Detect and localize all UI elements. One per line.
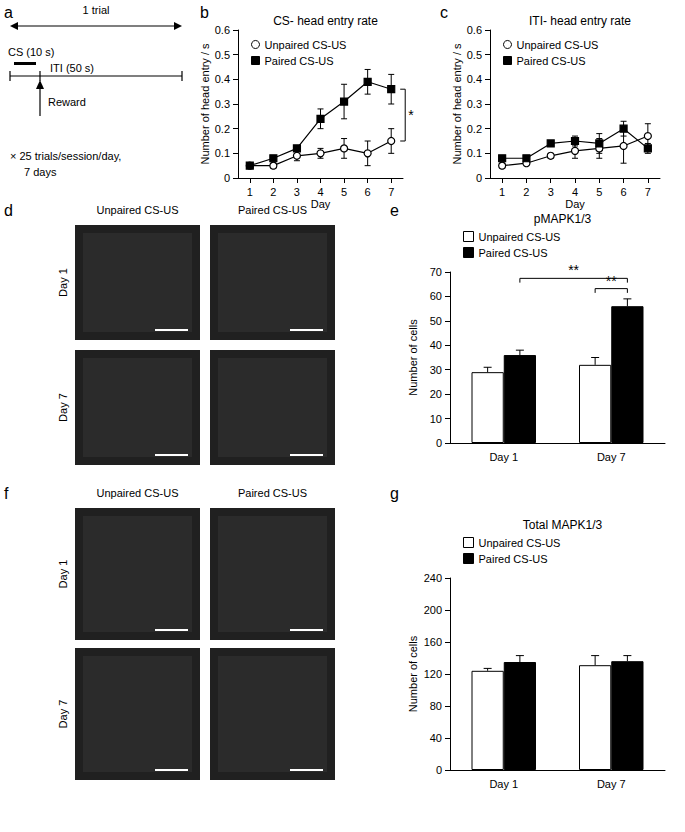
svg-text:Unpaired CS-US: Unpaired CS-US — [479, 231, 561, 243]
svg-text:Day 7: Day 7 — [57, 393, 69, 422]
svg-text:Paired CS-US: Paired CS-US — [479, 247, 548, 259]
svg-text:240: 240 — [424, 572, 442, 584]
svg-text:6: 6 — [621, 186, 627, 198]
svg-text:60: 60 — [430, 290, 442, 302]
svg-text:0.6: 0.6 — [215, 24, 230, 36]
svg-text:Day 7: Day 7 — [597, 451, 626, 463]
svg-text:a: a — [4, 4, 13, 21]
svg-text:3: 3 — [294, 186, 300, 198]
svg-text:40: 40 — [430, 339, 442, 351]
svg-text:0: 0 — [436, 437, 442, 449]
svg-text:0.5: 0.5 — [467, 49, 482, 61]
svg-text:× 25 trials/session/day,: × 25 trials/session/day, — [10, 150, 121, 162]
svg-text:0.3: 0.3 — [215, 98, 230, 110]
svg-text:0.3: 0.3 — [467, 98, 482, 110]
svg-text:200: 200 — [424, 604, 442, 616]
svg-text:2: 2 — [270, 186, 276, 198]
svg-text:50: 50 — [430, 315, 442, 327]
svg-text:Number of cells: Number of cells — [407, 319, 419, 396]
svg-text:Paired CS-US: Paired CS-US — [238, 204, 307, 216]
svg-text:ITI- head entry rate: ITI- head entry rate — [529, 14, 631, 28]
svg-text:Number of head entry / s: Number of head entry / s — [199, 43, 211, 165]
svg-text:0.1: 0.1 — [467, 147, 482, 159]
svg-text:0.1: 0.1 — [215, 147, 230, 159]
svg-text:Day 7: Day 7 — [57, 700, 69, 729]
svg-text:0.2: 0.2 — [467, 123, 482, 135]
svg-text:7: 7 — [388, 186, 394, 198]
svg-text:**: ** — [606, 273, 617, 289]
svg-text:Unpaired CS-US: Unpaired CS-US — [97, 487, 179, 499]
svg-text:20: 20 — [430, 388, 442, 400]
svg-text:Unpaired CS-US: Unpaired CS-US — [517, 39, 599, 51]
svg-text:Unpaired CS-US: Unpaired CS-US — [97, 204, 179, 216]
svg-text:3: 3 — [548, 186, 554, 198]
svg-text:6: 6 — [365, 186, 371, 198]
svg-text:f: f — [4, 485, 9, 502]
svg-text:Day 1: Day 1 — [489, 451, 518, 463]
svg-text:5: 5 — [341, 186, 347, 198]
svg-text:0.6: 0.6 — [467, 24, 482, 36]
svg-text:1: 1 — [247, 186, 253, 198]
svg-text:0.4: 0.4 — [467, 73, 482, 85]
svg-text:Day: Day — [565, 198, 585, 210]
svg-text:120: 120 — [424, 668, 442, 680]
svg-text:Paired CS-US: Paired CS-US — [479, 553, 548, 565]
svg-text:0.4: 0.4 — [215, 73, 230, 85]
svg-text:4: 4 — [572, 186, 578, 198]
svg-text:1: 1 — [499, 186, 505, 198]
svg-text:*: * — [408, 107, 414, 123]
svg-text:b: b — [200, 4, 209, 21]
svg-text:0: 0 — [436, 764, 442, 776]
svg-text:**: ** — [568, 262, 579, 278]
svg-text:0.2: 0.2 — [215, 123, 230, 135]
svg-text:80: 80 — [430, 700, 442, 712]
svg-text:0.5: 0.5 — [215, 49, 230, 61]
svg-text:d: d — [4, 202, 13, 219]
svg-text:e: e — [390, 202, 399, 219]
svg-text:5: 5 — [596, 186, 602, 198]
svg-text:2: 2 — [523, 186, 529, 198]
svg-text:Paired CS-US: Paired CS-US — [265, 55, 334, 67]
svg-text:ITI (50 s): ITI (50 s) — [50, 62, 94, 74]
svg-text:0: 0 — [476, 172, 482, 184]
svg-text:Paired CS-US: Paired CS-US — [517, 55, 586, 67]
svg-text:g: g — [390, 485, 399, 502]
svg-text:70: 70 — [430, 266, 442, 278]
svg-text:1 trial: 1 trial — [83, 4, 110, 16]
svg-text:CS- head entry rate: CS- head entry rate — [273, 14, 378, 28]
svg-text:Day 1: Day 1 — [57, 268, 69, 297]
svg-text:160: 160 — [424, 636, 442, 648]
svg-text:Reward: Reward — [48, 96, 86, 108]
svg-text:7: 7 — [645, 186, 651, 198]
svg-text:Number of head entry / s: Number of head entry / s — [451, 43, 463, 165]
svg-text:pMAPK1/3: pMAPK1/3 — [534, 212, 592, 226]
svg-text:0: 0 — [224, 172, 230, 184]
svg-text:Paired CS-US: Paired CS-US — [238, 487, 307, 499]
svg-text:7 days: 7 days — [24, 166, 57, 178]
svg-text:Day 1: Day 1 — [489, 778, 518, 790]
svg-text:40: 40 — [430, 732, 442, 744]
svg-text:Unpaired CS-US: Unpaired CS-US — [479, 537, 561, 549]
svg-text:CS (10 s): CS (10 s) — [8, 46, 54, 58]
svg-text:30: 30 — [430, 364, 442, 376]
svg-text:Number of cells: Number of cells — [407, 635, 419, 712]
svg-text:4: 4 — [317, 186, 323, 198]
svg-text:10: 10 — [430, 413, 442, 425]
svg-text:Day 1: Day 1 — [57, 560, 69, 589]
svg-text:Total MAPK1/3: Total MAPK1/3 — [523, 518, 603, 532]
svg-text:c: c — [440, 4, 448, 21]
svg-text:Day: Day — [311, 198, 331, 210]
svg-text:Day 7: Day 7 — [597, 778, 626, 790]
svg-text:Unpaired CS-US: Unpaired CS-US — [265, 39, 347, 51]
